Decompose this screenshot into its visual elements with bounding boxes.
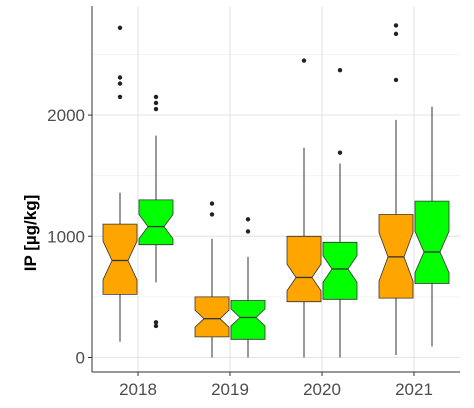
notched-box (194, 296, 230, 338)
notched-box (230, 300, 266, 340)
outlier-point (153, 320, 159, 325)
plot-panel (92, 6, 460, 372)
notched-box (286, 235, 322, 303)
y-axis-title-group: IP [µg/kg] (21, 195, 40, 272)
outlier-point (337, 150, 343, 155)
outlier-point (153, 323, 159, 329)
box-group (138, 94, 174, 329)
x-axis: 2018 2019 2020 2021 (92, 371, 460, 399)
y-tick-label: 1000 (47, 227, 85, 246)
outlier-point (117, 81, 123, 86)
outlier-point (393, 31, 399, 37)
outlier-point (301, 58, 307, 63)
y-tick-label: 2000 (47, 106, 85, 125)
y-tick-label: 0 (76, 348, 85, 367)
x-tick-label: 2018 (119, 380, 157, 399)
outlier-point (245, 229, 251, 234)
box-group (286, 58, 322, 358)
notched-box (322, 241, 358, 300)
grid-lines (92, 6, 460, 372)
y-axis-title: IP [µg/kg] (21, 195, 40, 272)
outlier-point (117, 25, 123, 31)
outlier-point (393, 77, 399, 83)
box-group (230, 217, 266, 358)
box-group (194, 201, 230, 358)
boxes (102, 23, 450, 358)
outlier-point (209, 212, 215, 217)
outlier-point (209, 201, 215, 206)
outlier-point (153, 100, 159, 106)
x-tick-label: 2021 (395, 380, 433, 399)
box-group (322, 68, 358, 358)
y-axis: 0 1000 2000 (47, 6, 93, 372)
outlier-point (245, 217, 251, 222)
outlier-point (117, 94, 123, 100)
x-tick-label: 2020 (303, 380, 341, 399)
outlier-point (153, 106, 159, 112)
notched-box (138, 199, 174, 246)
box-group (102, 25, 138, 342)
notched-box (102, 223, 138, 295)
outlier-point (337, 68, 343, 73)
box-group (414, 106, 450, 347)
outlier-point (393, 23, 399, 28)
notched-box (414, 200, 450, 284)
outlier-point (117, 75, 123, 80)
panel-background (92, 6, 460, 372)
outlier-point (153, 94, 159, 100)
x-tick-label: 2019 (211, 380, 249, 399)
box-group (378, 23, 414, 356)
